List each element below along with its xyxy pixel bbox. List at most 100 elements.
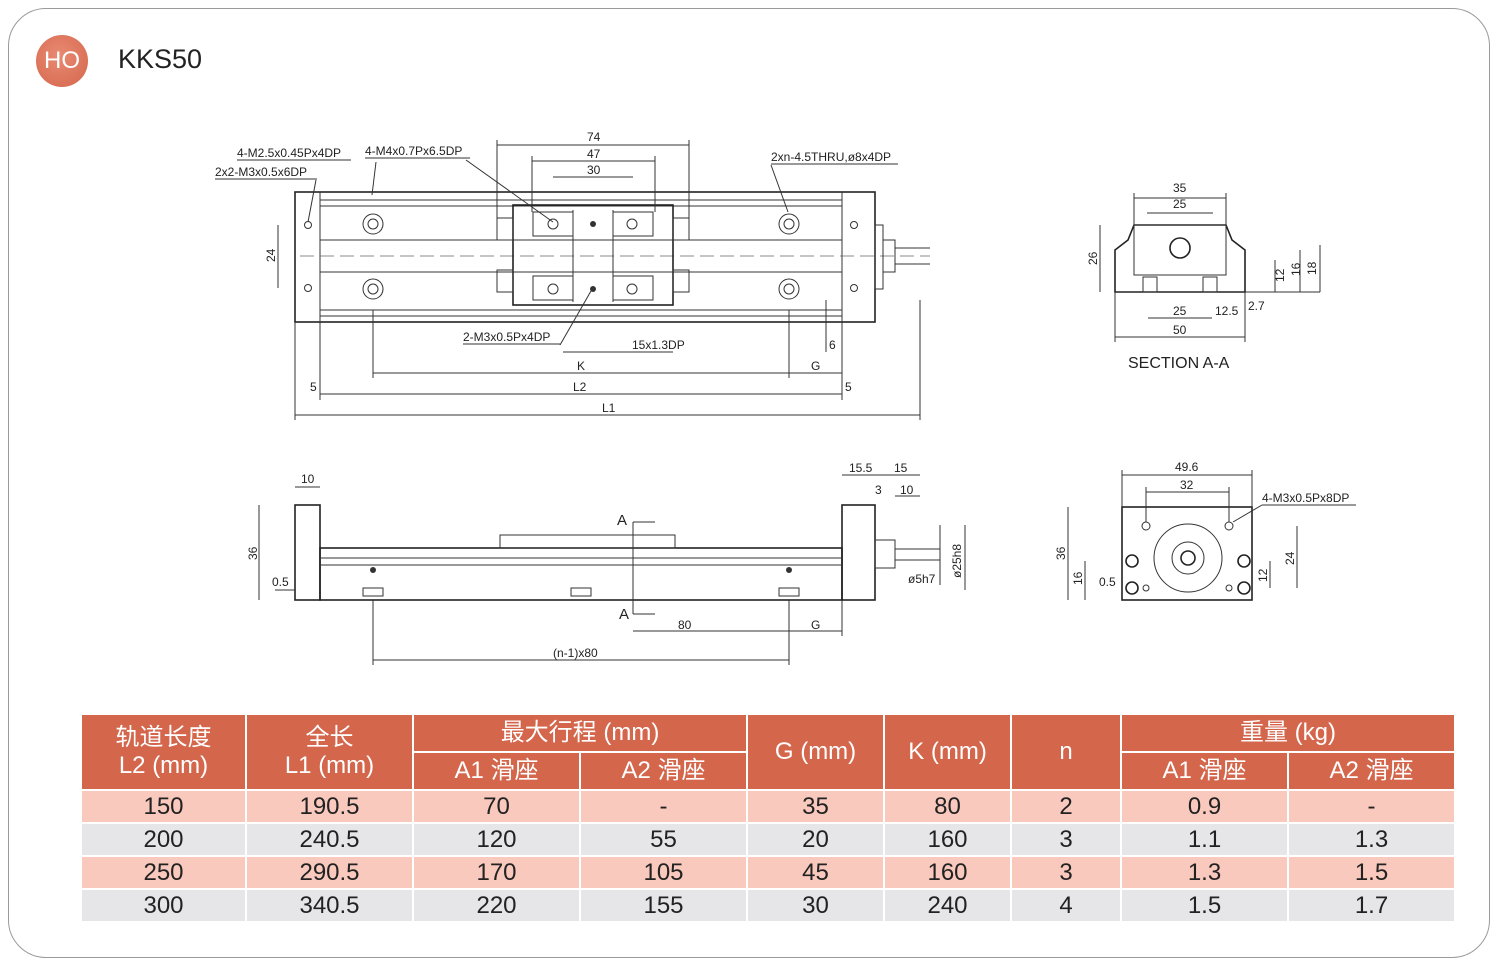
dim-0-5-end: 0.5	[1099, 575, 1116, 589]
table-cell: 290.5	[247, 857, 412, 888]
dim-g: G	[811, 359, 820, 373]
dim-50: 50	[1173, 323, 1187, 337]
header-stroke-a1: A1 滑座	[414, 753, 579, 789]
table-cell: 45	[748, 857, 884, 888]
table-cell: 30	[748, 890, 884, 921]
table-cell: 220	[414, 890, 579, 921]
table-cell: 300	[82, 890, 245, 921]
table-cell: 2	[1012, 791, 1121, 822]
dim-10: 10	[301, 472, 315, 486]
table-cell: 160	[885, 857, 1011, 888]
table-cell: 4	[1012, 890, 1121, 921]
table-row: 150 190.5 70-35 80 2 0.9-	[82, 791, 1455, 822]
header-l2-line2: L2 (mm)	[118, 752, 209, 779]
dim-15-5: 15.5	[849, 461, 873, 475]
note-m4: 4-M4x0.7Px6.5DP	[365, 144, 462, 158]
table-cell: 3	[1012, 824, 1121, 855]
dim-24-end: 24	[1283, 551, 1297, 565]
table-row: 250 290.5 170 105 45 160 3 1.3 1.5	[82, 857, 1455, 888]
dim-12-5: 12.5	[1215, 304, 1239, 318]
header-n: n	[1012, 715, 1121, 789]
dim-30: 30	[587, 163, 601, 177]
header-weight: 重量 (kg)	[1122, 715, 1455, 751]
dim-36: 36	[246, 546, 260, 560]
dim-12-end: 12	[1256, 568, 1270, 582]
table-cell: 250	[82, 857, 245, 888]
dim-18: 18	[1305, 261, 1319, 275]
dim-15: 15	[894, 461, 908, 475]
header-l1-line2: L1 (mm)	[284, 752, 375, 779]
dim-24: 24	[264, 248, 278, 262]
dim-16-end: 16	[1071, 571, 1085, 585]
table-cell: 80	[885, 791, 1011, 822]
table-cell: 155	[581, 890, 747, 921]
header-weight-a2: A2 滑座	[1289, 753, 1455, 789]
dim-6: 6	[829, 338, 836, 352]
table-cell: 200	[82, 824, 245, 855]
dim-g-side: G	[811, 618, 820, 632]
dim-10-right: 10	[900, 483, 914, 497]
table-cell: 240.5	[247, 824, 412, 855]
dim-35: 35	[1173, 181, 1187, 195]
section-caption: SECTION A-A	[1128, 355, 1230, 372]
table-cell: 1.3	[1122, 857, 1288, 888]
section-mark-a-top: A	[617, 512, 627, 529]
dim-47: 47	[587, 147, 601, 161]
note-m3-4dp: 2-M3x0.5Px4DP	[463, 330, 550, 344]
dim-l2: L2	[573, 380, 587, 394]
table-cell: 170	[414, 857, 579, 888]
dim-25: 25	[1173, 304, 1187, 318]
table-cell: 1.3	[1289, 824, 1455, 855]
table-cell: 0.9	[1122, 791, 1288, 822]
table-cell: 105	[581, 857, 747, 888]
model-title: KKS50	[118, 44, 203, 74]
table-cell: 70	[414, 791, 579, 822]
dim-74: 74	[587, 130, 601, 144]
spec-table: 轨道长度 L2 (mm) 全长 L1 (mm) 最大行程 (mm) G (mm) K…	[80, 713, 1456, 923]
table-cell: 150	[82, 791, 245, 822]
table-cell: 120	[414, 824, 579, 855]
table-cell: 340.5	[247, 890, 412, 921]
header-l2: 轨道长度 L2 (mm)	[82, 715, 245, 789]
header-stroke-a2: A2 滑座	[581, 753, 747, 789]
dim-25h8: ø25h8	[950, 544, 964, 578]
table-cell: 240	[885, 890, 1011, 921]
header-g: G (mm)	[748, 715, 884, 789]
table-cell: 1.7	[1289, 890, 1455, 921]
table-cell: 3	[1012, 857, 1121, 888]
header-l2-line1: 轨道长度	[115, 724, 212, 752]
dim-12: 12	[1273, 268, 1287, 282]
dim-5-left: 5	[310, 380, 317, 394]
side-view: 10 36 0.5 A A 80 G (n-1)x80 15.5 15 3 10…	[246, 461, 966, 665]
note-m2-5: 4-M2.5x0.45Px4DP	[237, 146, 341, 160]
note-thru: 2xn-4.5THRU,ø8x4DP	[771, 150, 891, 164]
table-cell: 160	[885, 824, 1011, 855]
table-cell: 1.1	[1122, 824, 1288, 855]
dim-49-6: 49.6	[1175, 460, 1199, 474]
dim-2-7: 2.7	[1248, 299, 1265, 313]
note-m3-8dp: 4-M3x0.5Px8DP	[1262, 491, 1349, 505]
table-cell: -	[1289, 791, 1455, 822]
dim-5-right: 5	[845, 380, 852, 394]
dim-5h7: ø5h7	[908, 572, 936, 586]
dim-36-end: 36	[1054, 546, 1068, 560]
note-15x1-3dp: 15x1.3DP	[632, 338, 685, 352]
table-cell: 35	[748, 791, 884, 822]
dim-32: 32	[1180, 478, 1194, 492]
section-view: 35 25 26 12 16 18 25 12.5 2.7 50 SECTION…	[1086, 181, 1321, 372]
table-cell: 190.5	[247, 791, 412, 822]
header-l1: 全长 L1 (mm)	[247, 715, 412, 789]
header-weight-a1: A1 滑座	[1122, 753, 1288, 789]
dim-16: 16	[1289, 262, 1303, 276]
page-frame	[8, 8, 1490, 958]
table-cell: 20	[748, 824, 884, 855]
dim-0-5: 0.5	[272, 575, 289, 589]
table-cell: 55	[581, 824, 747, 855]
dim-k: K	[577, 359, 585, 373]
section-mark-a-bottom: A	[619, 606, 629, 623]
table-cell: 1.5	[1122, 890, 1288, 921]
dim-3: 3	[875, 483, 882, 497]
header-stroke: 最大行程 (mm)	[414, 715, 747, 751]
end-view: 49.6 32 4-M3x0.5Px8DP 36 16 0.5 12 24	[1054, 460, 1356, 601]
table-row: 300 340.5 220 155 30 240 4 1.5 1.7	[82, 890, 1455, 921]
